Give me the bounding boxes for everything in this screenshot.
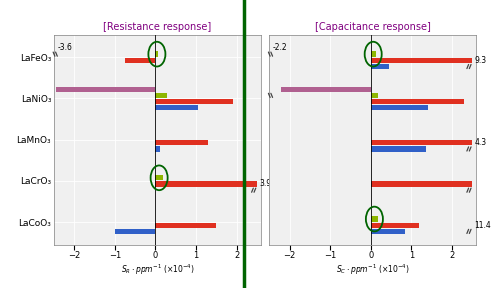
- Bar: [115, 229, 156, 234]
- Bar: [156, 175, 163, 181]
- Bar: [371, 58, 472, 63]
- Bar: [281, 86, 371, 92]
- Text: 11.4: 11.4: [474, 221, 491, 230]
- Text: 9.3: 9.3: [474, 56, 487, 65]
- Bar: [156, 181, 257, 187]
- Bar: [371, 146, 426, 152]
- X-axis label: $S_R \cdot ppm^{-1}\ (\times10^{-4})$: $S_R \cdot ppm^{-1}\ (\times10^{-4})$: [121, 263, 194, 277]
- Title: [Resistance response]: [Resistance response]: [104, 22, 212, 32]
- Bar: [371, 105, 428, 110]
- Bar: [371, 223, 419, 228]
- Bar: [156, 93, 167, 98]
- X-axis label: $S_C \cdot ppm^{-1}\ (\times10^{-4})$: $S_C \cdot ppm^{-1}\ (\times10^{-4})$: [336, 263, 410, 277]
- Text: 4.3: 4.3: [474, 138, 487, 147]
- Text: -3.6: -3.6: [57, 43, 72, 52]
- Bar: [371, 93, 378, 98]
- Bar: [371, 140, 472, 145]
- Bar: [125, 58, 156, 63]
- Bar: [156, 105, 198, 110]
- Bar: [156, 140, 208, 145]
- Bar: [371, 229, 405, 234]
- Title: [Capacitance response]: [Capacitance response]: [315, 22, 431, 32]
- Bar: [371, 99, 464, 104]
- Bar: [156, 52, 158, 57]
- Bar: [156, 223, 217, 228]
- Bar: [371, 52, 376, 57]
- Bar: [371, 216, 378, 222]
- Bar: [156, 99, 233, 104]
- Bar: [56, 86, 156, 92]
- Text: -2.2: -2.2: [273, 43, 287, 52]
- Bar: [156, 146, 161, 152]
- Bar: [371, 64, 389, 69]
- Text: 3.9: 3.9: [259, 179, 271, 188]
- Bar: [371, 181, 472, 187]
